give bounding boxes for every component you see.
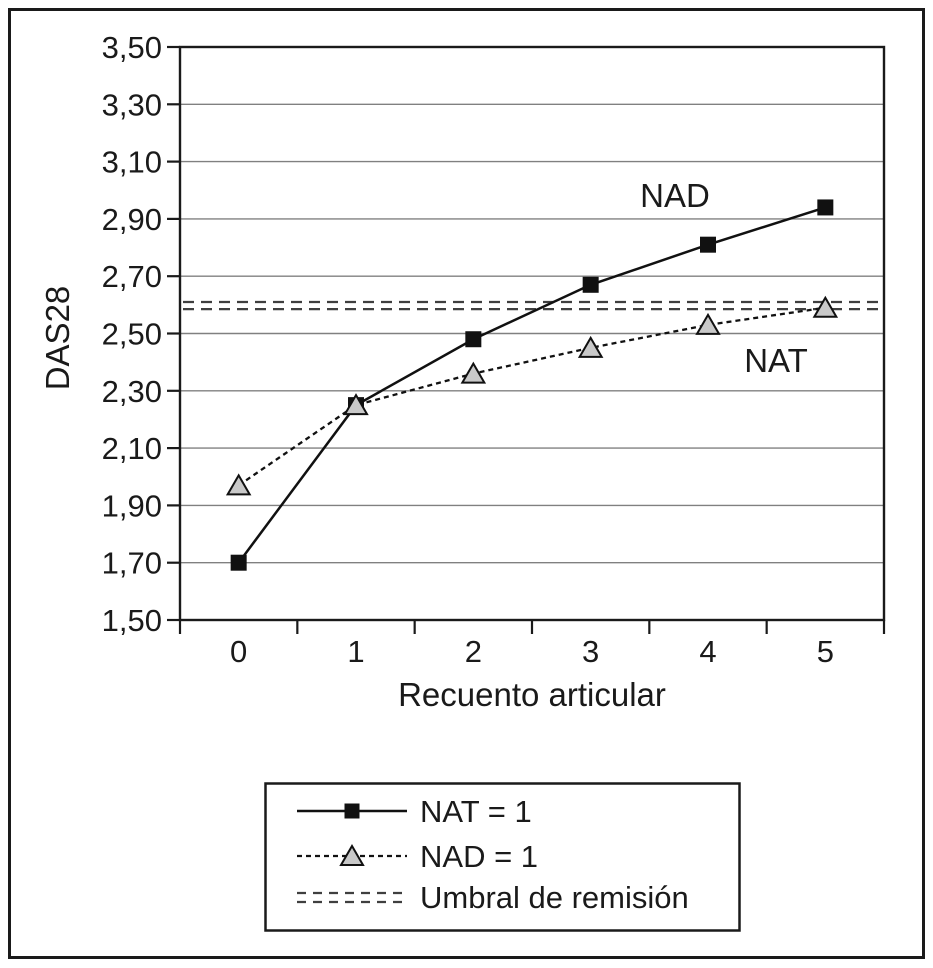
x-tick-label: 4 bbox=[699, 634, 716, 669]
legend: NAT = 1 NAD = 1 Umbral de remisión bbox=[264, 782, 741, 932]
square-marker bbox=[344, 803, 360, 819]
series-line-nat bbox=[237, 206, 826, 564]
threshold-lines bbox=[183, 300, 881, 311]
legend-swatches bbox=[297, 803, 407, 904]
tick-labels: 3,50 3,30 3,10 2,90 2,70 2,50 2,30 2,10 1,90 1,70… bbox=[102, 30, 834, 669]
triangle-marker bbox=[343, 393, 369, 416]
y-axis-title: DAS28 bbox=[39, 286, 76, 391]
x-tick-label: 1 bbox=[347, 634, 364, 669]
triangle-marker bbox=[695, 312, 721, 335]
x-axis-title: Recuento articular bbox=[398, 676, 666, 713]
square-marker bbox=[230, 554, 247, 571]
legend-label-umbral: Umbral de remisión bbox=[420, 880, 689, 915]
y-tick-label: 2,50 bbox=[102, 317, 162, 352]
triangle-marker bbox=[339, 844, 365, 866]
square-marker bbox=[582, 276, 599, 293]
y-tick-label: 2,90 bbox=[102, 202, 162, 237]
figure-border bbox=[8, 8, 925, 959]
series-line-nad bbox=[238, 306, 826, 487]
y-tick-label: 2,70 bbox=[102, 259, 162, 294]
x-tick-label: 2 bbox=[465, 634, 482, 669]
square-marker bbox=[817, 199, 834, 216]
y-tick-label: 1,90 bbox=[102, 488, 162, 523]
y-tick-label: 2,30 bbox=[102, 374, 162, 409]
triangle-marker bbox=[460, 361, 487, 384]
triangle-marker bbox=[225, 473, 252, 496]
triangle-marker bbox=[577, 335, 604, 358]
annotation-nad: NAD bbox=[640, 177, 710, 214]
square-marker bbox=[465, 331, 482, 348]
y-tick-label: 1,50 bbox=[102, 603, 162, 638]
annotation-nat: NAT bbox=[744, 342, 808, 379]
axis-layer bbox=[167, 45, 886, 634]
x-tick-label: 5 bbox=[817, 634, 834, 669]
y-tick-label: 1,70 bbox=[102, 546, 162, 581]
y-tick-label: 3,10 bbox=[102, 145, 162, 180]
legend-label-nad: NAD = 1 bbox=[420, 839, 538, 874]
square-marker bbox=[700, 236, 716, 253]
series-layer bbox=[225, 199, 839, 571]
triangle-marker bbox=[812, 295, 839, 318]
grid-layer bbox=[180, 103, 884, 564]
y-tick-label: 3,30 bbox=[102, 87, 162, 122]
legend-label-nat: NAT = 1 bbox=[420, 794, 532, 829]
x-tick-label: 3 bbox=[582, 634, 599, 669]
y-tick-label: 3,50 bbox=[102, 30, 162, 65]
x-tick-label: 0 bbox=[230, 634, 247, 669]
y-tick-label: 2,10 bbox=[102, 431, 162, 466]
